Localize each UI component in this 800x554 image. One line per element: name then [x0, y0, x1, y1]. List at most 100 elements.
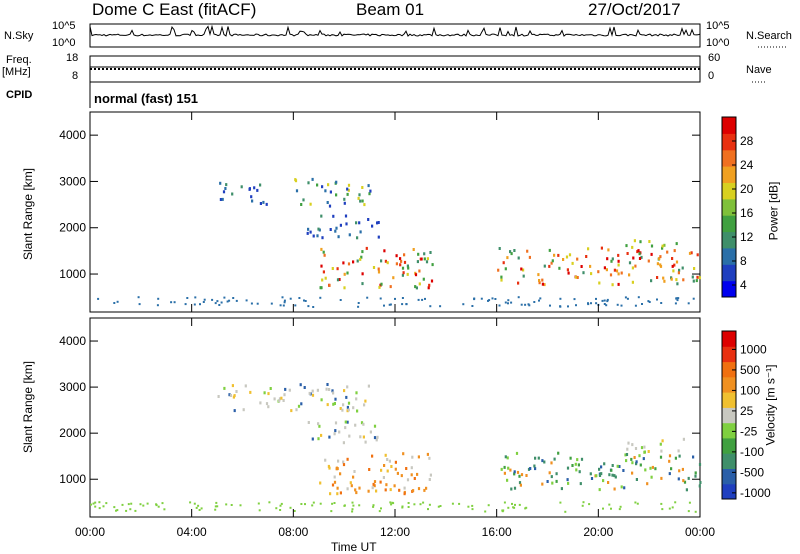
velocity-panel-cell [608, 473, 611, 477]
velocity-panel-colorbar-tick-label: -500 [740, 465, 764, 479]
power-panel-cell [640, 255, 643, 259]
velocity-panel-cell [225, 503, 228, 506]
power-panel-cell [250, 302, 253, 305]
velocity-panel-cell [519, 483, 522, 487]
velocity-panel-cell [200, 507, 203, 510]
velocity-panel-cell [668, 472, 671, 476]
velocity-panel-cell [607, 481, 610, 484]
x-tick-label: 08:00 [278, 525, 308, 539]
power-panel-cell [510, 252, 513, 256]
power-panel-cell [401, 273, 404, 277]
velocity-panel-cell [660, 476, 663, 480]
velocity-panel-cell [507, 466, 510, 470]
velocity-panel-cell [513, 486, 517, 490]
velocity-panel-cell [307, 421, 310, 424]
power-panel-cell [675, 278, 678, 282]
velocity-panel-cell [198, 509, 201, 511]
velocity-panel-cell [353, 470, 356, 473]
velocity-panel-cell [233, 409, 236, 413]
velocity-panel-cell [372, 482, 375, 486]
velocity-panel-cell [350, 484, 353, 488]
velocity-panel-cell [244, 384, 247, 388]
velocity-panel-cell [659, 455, 663, 459]
nave-label: Nave [746, 64, 772, 76]
velocity-panel-cell [331, 483, 335, 487]
power-panel-cell [320, 286, 323, 290]
power-panel-cell [582, 271, 585, 275]
velocity-panel-cell [513, 472, 516, 476]
velocity-panel-cell [687, 510, 690, 513]
power-panel-cell [339, 223, 342, 227]
power-panel-cell [606, 298, 609, 301]
velocity-panel-cell [529, 467, 532, 470]
power-panel-cell [677, 271, 680, 275]
nsky-tick-bottom: 10^0 [52, 37, 76, 49]
power-panel-ytick-label: 3000 [59, 174, 86, 188]
velocity-panel-cell [267, 405, 270, 409]
power-panel-cell [356, 259, 359, 263]
velocity-panel-cell [352, 504, 355, 507]
velocity-panel-cell [428, 456, 431, 460]
velocity-panel-cell [638, 454, 641, 458]
velocity-panel-cell [419, 503, 422, 506]
power-panel-cell [318, 228, 321, 232]
velocity-panel-cell [618, 508, 621, 511]
power-panel-cell [543, 264, 546, 268]
velocity-panel-cell [394, 460, 397, 464]
power-panel-cell [347, 183, 351, 187]
power-panel-cell [395, 262, 398, 266]
velocity-panel-colorbar-segment [722, 483, 736, 500]
velocity-panel-cell [588, 503, 591, 506]
velocity-panel-cell [694, 474, 697, 478]
power-panel-cell [216, 300, 219, 303]
velocity-panel-cell [428, 478, 431, 481]
velocity-panel-cell [330, 510, 333, 513]
freq-tick-bottom: 8 [72, 70, 79, 82]
velocity-panel-cell [502, 509, 505, 512]
velocity-panel-cell [339, 472, 342, 476]
power-panel-cell [568, 253, 572, 257]
power-panel-cell [319, 296, 322, 299]
velocity-panel-cell [410, 466, 413, 470]
power-panel-cell [359, 257, 362, 261]
power-panel-cell [295, 189, 299, 193]
velocity-panel-cell [373, 436, 377, 440]
power-panel-cell [607, 248, 610, 252]
velocity-panel-cell [678, 469, 681, 473]
power-panel-cell [348, 233, 351, 237]
cpid-value: normal (fast) 151 [94, 91, 199, 106]
power-panel-cell [603, 299, 606, 302]
power-panel-cell [541, 282, 544, 286]
velocity-panel-cell [351, 501, 354, 504]
power-panel-cell [647, 259, 650, 263]
power-panel-cell [338, 278, 341, 281]
velocity-panel-cell [121, 503, 124, 506]
velocity-panel-cell [279, 509, 282, 511]
velocity-panel-cell [334, 397, 337, 401]
velocity-panel-cell [698, 463, 702, 466]
power-panel-cell [429, 305, 432, 308]
power-panel-cell [429, 251, 432, 254]
velocity-panel-cell [228, 393, 231, 397]
power-panel-cell [681, 266, 684, 270]
velocity-panel-cell [631, 461, 634, 465]
power-panel-cell [585, 255, 588, 258]
velocity-panel-cell [345, 395, 348, 399]
velocity-panel-cell [259, 401, 262, 405]
velocity-panel-cell [503, 465, 506, 469]
power-panel-cell [676, 299, 679, 302]
power-panel-cell [346, 192, 349, 196]
power-panel-cell [580, 265, 583, 268]
velocity-panel-cell [193, 502, 196, 505]
power-panel-cell [662, 276, 665, 280]
power-panel-cell [326, 201, 329, 204]
velocity-panel-cell [590, 477, 594, 480]
velocity-panel-cell [346, 487, 349, 491]
power-panel-cell [113, 302, 116, 304]
velocity-panel-cell [507, 506, 510, 509]
velocity-panel-cell [392, 502, 395, 505]
velocity-panel-colorbar-tick-label: 25 [740, 404, 754, 418]
power-panel-cell [359, 199, 362, 203]
velocity-panel-cell [288, 388, 291, 392]
power-panel-cell [323, 253, 326, 257]
